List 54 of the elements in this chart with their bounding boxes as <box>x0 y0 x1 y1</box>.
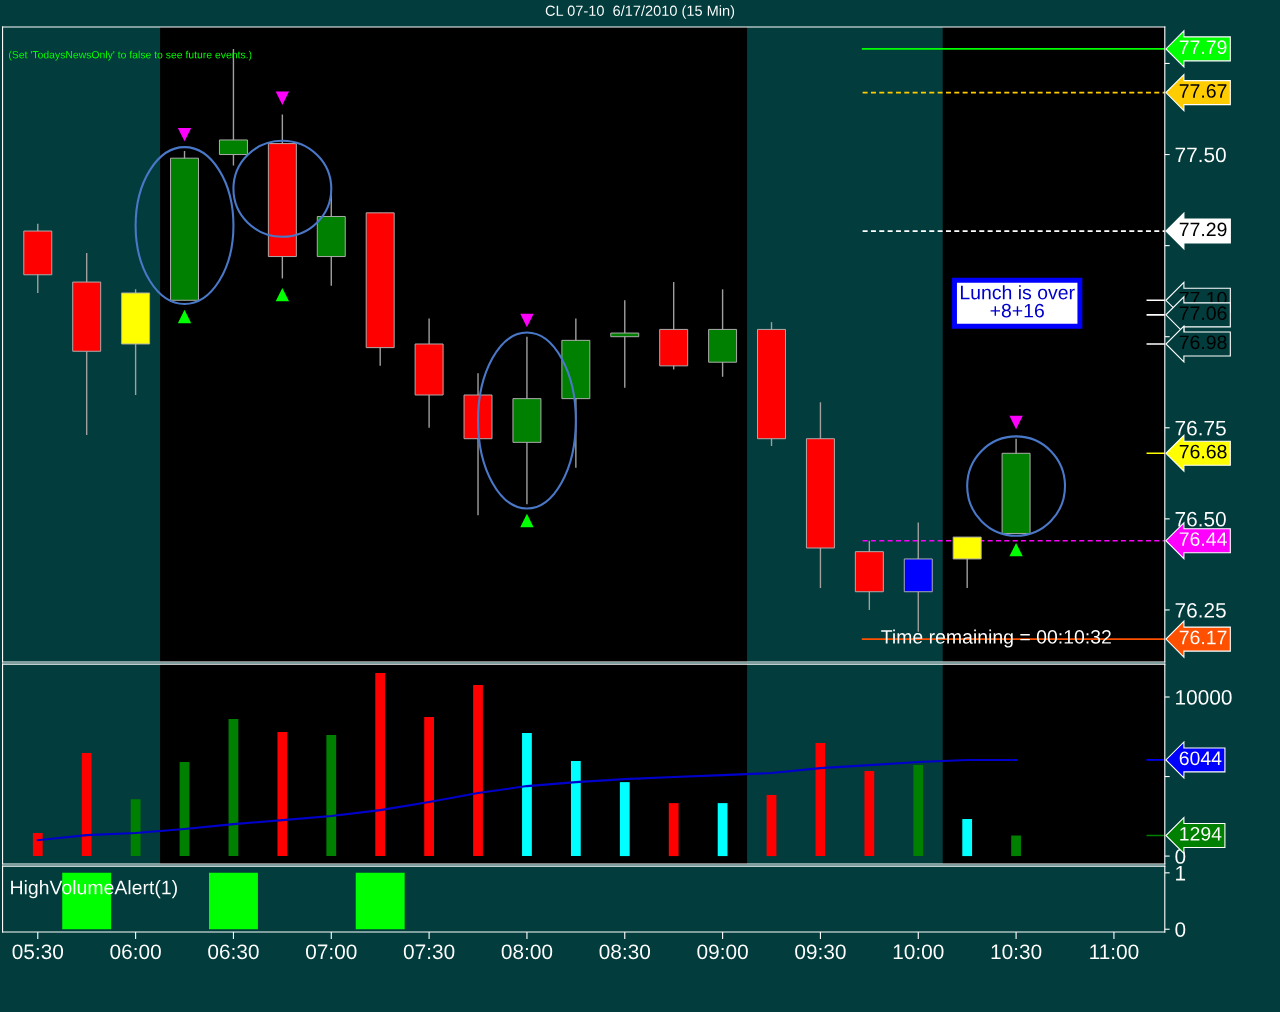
bar <box>962 819 973 857</box>
annotation: Lunch is over +8+16 <box>960 285 1075 318</box>
ref-line-label: 76.68 <box>1179 444 1227 459</box>
x-tick-label: 05:30 <box>12 944 64 960</box>
bar <box>766 795 777 857</box>
ref-line-label: 76.98 <box>1179 335 1227 350</box>
ref-line-label: 77.06 <box>1179 306 1227 321</box>
x-tick-label: 06:00 <box>110 944 161 960</box>
bar <box>913 765 924 857</box>
bar <box>815 742 826 857</box>
ref-line-label: 76.17 <box>1179 630 1227 645</box>
y-tick-label: 76.75 <box>1175 420 1226 436</box>
ref-line-label: 77.67 <box>1179 84 1227 98</box>
bar <box>424 717 434 857</box>
bar <box>864 770 875 857</box>
y-tick-label: 76.50 <box>1175 511 1226 527</box>
bar <box>32 833 43 857</box>
bar <box>522 732 532 857</box>
ref-line-label: 77.79 <box>1179 40 1227 55</box>
y-tick-label: 1 <box>1176 866 1186 881</box>
ref-line-label: 76.44 <box>1179 532 1227 546</box>
bar <box>277 732 288 857</box>
y-tick-label: 76.25 <box>1175 602 1226 618</box>
x-tick-label: 08:00 <box>501 944 553 960</box>
ref-line-label: 1294 <box>1180 826 1222 841</box>
x-tick-label: 09:00 <box>697 944 748 960</box>
bar <box>81 753 92 857</box>
bar <box>717 803 728 857</box>
x-tick-label: 10:30 <box>991 944 1042 960</box>
bar <box>668 803 679 857</box>
x-tick-label: 10:00 <box>893 944 944 960</box>
bar <box>1011 835 1021 857</box>
bar <box>130 799 141 857</box>
bar <box>375 672 386 857</box>
bar <box>228 718 239 857</box>
y-tick-label: 77.50 <box>1175 147 1226 163</box>
bar <box>473 685 483 857</box>
chart-title: CL 07-10 6/17/2010 (15 Min) <box>545 5 735 19</box>
ref-line-label: 6044 <box>1179 751 1222 766</box>
line-series <box>36 758 1018 842</box>
bar <box>619 782 630 857</box>
ref-line-label: 77.29 <box>1179 222 1227 237</box>
bar <box>570 761 581 857</box>
x-tick-label: 07:30 <box>403 944 455 960</box>
x-tick-label: 08:30 <box>599 944 651 960</box>
y-tick-label: 0 <box>1175 922 1186 937</box>
y-tick-label: 10000 <box>1176 690 1232 705</box>
x-tick-label: 07:00 <box>306 944 357 960</box>
x-tick-label: 11:00 <box>1090 944 1139 960</box>
x-tick-label: 06:30 <box>208 944 259 960</box>
candlestick <box>610 299 640 389</box>
bar <box>179 762 190 857</box>
x-tick-label: 09:30 <box>795 944 846 960</box>
bar <box>326 735 337 857</box>
